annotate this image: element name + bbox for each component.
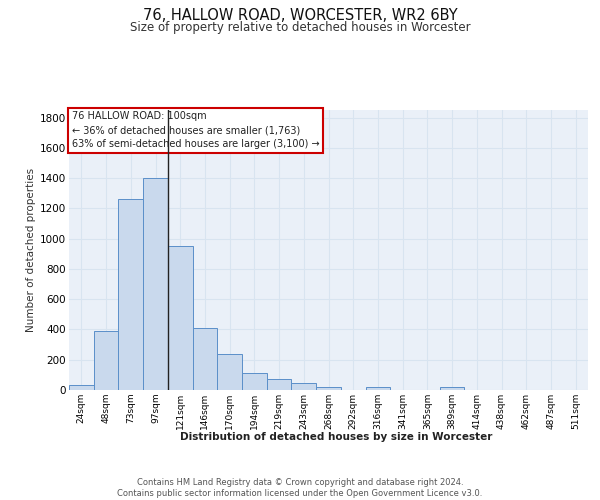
Text: Distribution of detached houses by size in Worcester: Distribution of detached houses by size … <box>180 432 492 442</box>
Text: Contains HM Land Registry data © Crown copyright and database right 2024.
Contai: Contains HM Land Registry data © Crown c… <box>118 478 482 498</box>
Text: 76 HALLOW ROAD: 100sqm
← 36% of detached houses are smaller (1,763)
63% of semi-: 76 HALLOW ROAD: 100sqm ← 36% of detached… <box>71 112 319 150</box>
Bar <box>316 388 341 390</box>
Bar <box>94 331 118 390</box>
Bar <box>217 354 242 390</box>
Y-axis label: Number of detached properties: Number of detached properties <box>26 168 36 332</box>
Bar <box>193 328 217 390</box>
Text: 76, HALLOW ROAD, WORCESTER, WR2 6BY: 76, HALLOW ROAD, WORCESTER, WR2 6BY <box>143 8 457 22</box>
Bar <box>168 246 193 390</box>
Bar <box>267 380 292 390</box>
Bar <box>69 386 94 390</box>
Bar <box>118 200 143 390</box>
Bar <box>365 388 390 390</box>
Bar <box>292 383 316 390</box>
Bar <box>143 178 168 390</box>
Bar <box>440 388 464 390</box>
Text: Size of property relative to detached houses in Worcester: Size of property relative to detached ho… <box>130 21 470 34</box>
Bar <box>242 372 267 390</box>
